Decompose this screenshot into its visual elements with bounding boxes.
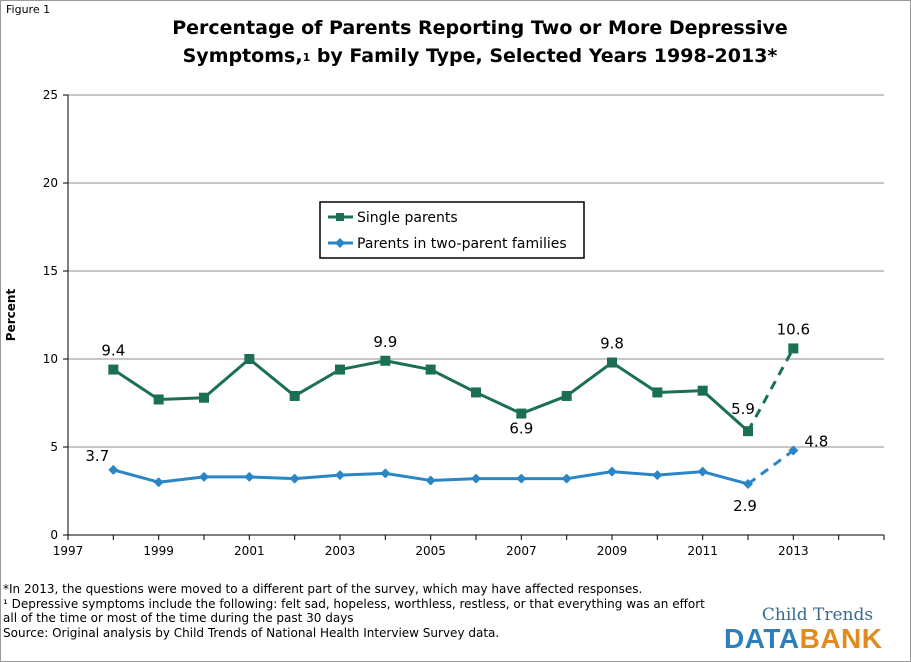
data-point-two-parent-families [516,473,527,484]
x-tick-label: 2007 [506,544,537,558]
data-point-two-parent-families [289,473,300,484]
y-tick-label: 25 [43,88,58,102]
title-footnote-marker: 1 [302,51,311,64]
databank-logo: Child Trends DATABANK [724,606,899,654]
footnote-asterisk: *In 2013, the questions were moved to a … [3,582,643,596]
data-point-single-parents [289,390,300,401]
footnote-1: ¹ Depressive symptoms include the follow… [3,596,705,611]
data-point-two-parent-families [108,464,119,475]
x-tick-label: 2005 [415,544,446,558]
legend-box [319,201,585,259]
y-tick-label: 10 [43,352,58,366]
x-tick-label: 2009 [597,544,628,558]
x-tick-label: 2003 [325,544,356,558]
data-point-two-parent-families [471,473,481,484]
data-point-single-parents [652,387,663,398]
data-point-single-parents [471,387,481,398]
data-label: 9.4 [101,342,125,360]
footnotes: *In 2013, the questions were moved to a … [3,582,723,640]
data-point-two-parent-families [335,470,345,481]
source-note: Source: Original analysis by Child Trend… [3,625,500,640]
legend-label: Single parents [357,210,458,226]
data-point-two-parent-families [652,470,663,481]
data-point-single-parents [335,364,345,375]
data-point-two-parent-families [607,466,617,477]
chart-title: Percentage of Parents Reporting Two or M… [80,14,880,70]
data-point-single-parents [743,426,753,437]
data-label: 10.6 [777,320,810,338]
data-label: 4.8 [804,433,828,451]
data-point-single-parents [516,408,527,419]
x-tick-label: 2001 [234,544,265,558]
series-dashed-line-single-parents [746,347,795,432]
data-point-two-parent-families [788,445,799,456]
data-point-single-parents [153,394,164,405]
data-label: 2.9 [733,497,757,515]
data-point-two-parent-families [561,473,572,484]
data-point-two-parent-families [743,478,753,489]
y-tick-label: 20 [43,176,58,190]
series-dashed-line-two-parent-families [747,449,795,486]
y-tick-label: 0 [50,528,58,542]
data-point-single-parents [561,390,572,401]
legend-marker-diamond [335,238,345,248]
x-tick-label: 1999 [143,544,174,558]
chart-title-line1: Percentage of Parents Reporting Two or M… [172,17,788,39]
x-tick-label: 1997 [53,544,84,558]
legend-marker-square [336,213,344,221]
title-part-a: Symptoms, [182,45,303,67]
logo-child-trends: Child Trends [761,605,874,625]
y-axis-label: Percent [4,289,18,342]
x-tick-label: 2013 [778,544,809,558]
chart-title-line2: Symptoms,1 by Family Type, Selected Year… [80,42,880,70]
data-label: 6.9 [509,420,533,438]
data-point-two-parent-families [244,471,255,482]
figure-label: Figure 1 [6,3,51,16]
data-point-single-parents [788,343,799,354]
data-point-single-parents [108,364,119,375]
data-point-two-parent-families [697,466,708,477]
data-point-single-parents [425,364,436,375]
data-label: 5.9 [731,400,755,418]
data-label: 3.7 [85,447,109,465]
y-tick-label: 15 [43,264,58,278]
logo-bank: BANK [799,623,883,654]
data-point-two-parent-families [199,471,209,482]
x-tick-label: 2011 [687,544,718,558]
logo-data: DATA [724,623,800,654]
logo-wordmark: DATABANK [724,624,899,654]
data-point-single-parents [199,392,209,403]
data-point-two-parent-families [380,468,391,479]
data-point-two-parent-families [153,477,164,488]
title-part-b: by Family Type, Selected Years 1998-2013… [310,45,778,67]
data-label: 9.8 [600,335,624,353]
data-point-single-parents [607,357,617,368]
data-point-single-parents [697,385,708,396]
legend-label: Parents in two-parent families [357,236,567,252]
data-label: 9.9 [373,333,397,351]
data-point-single-parents [380,355,391,366]
y-tick-label: 5 [50,440,58,454]
line-chart: 0 5 10 15 20 25 1997 1999 2001 2003 2005 2007 2009 20… [4,88,885,558]
data-point-two-parent-families [425,475,436,486]
data-point-single-parents [244,354,255,364]
footnote-1-continued: all of the time or most of the time duri… [3,611,354,625]
